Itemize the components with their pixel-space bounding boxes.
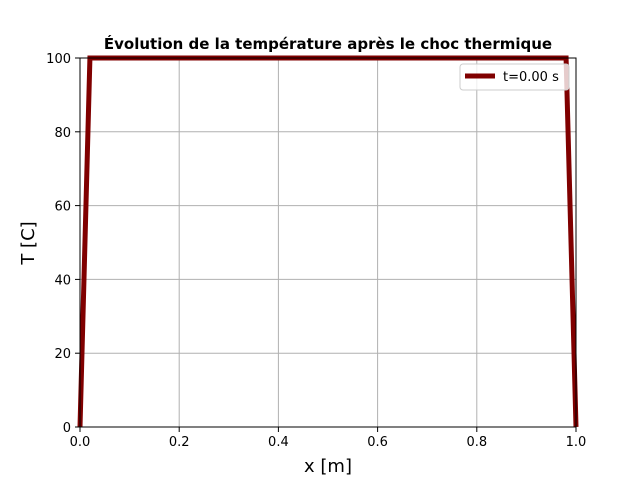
legend-box: [459, 63, 570, 91]
y-tick-label: 20: [54, 347, 71, 362]
x-tick-label: 0.4: [268, 435, 289, 450]
ticks: 0.0 0.2 0.4 0.6 0.8 1.0 0 20 40 60 80 100: [46, 52, 586, 450]
legend: t=0.00 s: [459, 63, 570, 91]
x-tick-label: 0.6: [367, 435, 388, 450]
legend-label: t=0.00 s: [503, 70, 559, 85]
x-tick-label: 1.0: [566, 435, 587, 450]
y-tick-label: 60: [54, 200, 71, 215]
y-axis-label: T [C]: [18, 221, 39, 265]
chart-title: Évolution de la température après le cho…: [104, 34, 552, 53]
x-tick-label: 0.8: [466, 435, 487, 450]
y-tick-label: 100: [46, 52, 71, 67]
grid: [79, 57, 577, 428]
series-layer: [77, 55, 579, 428]
x-tick-label: 0.2: [169, 435, 190, 450]
x-axis-label: x [m]: [304, 456, 352, 477]
x-tick-label: 0.0: [70, 435, 91, 450]
y-tick-label: 80: [54, 126, 71, 141]
y-tick-label: 0: [63, 421, 71, 436]
series-line: [77, 55, 579, 428]
y-tick-label: 40: [54, 273, 71, 288]
plot-frame: [79, 57, 577, 428]
